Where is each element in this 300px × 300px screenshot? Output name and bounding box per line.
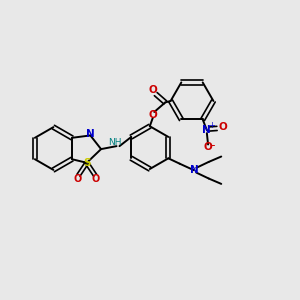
Text: O: O (218, 122, 227, 132)
Text: N: N (202, 125, 211, 136)
Text: O: O (149, 85, 158, 95)
Text: S: S (84, 158, 91, 168)
Text: N: N (190, 165, 199, 175)
Text: NH: NH (108, 138, 122, 147)
Text: O: O (92, 174, 100, 184)
Text: O: O (74, 174, 82, 184)
Text: N: N (86, 129, 95, 139)
Text: +: + (208, 121, 215, 130)
Text: -: - (210, 139, 214, 152)
Text: O: O (204, 142, 212, 152)
Text: O: O (148, 110, 157, 120)
